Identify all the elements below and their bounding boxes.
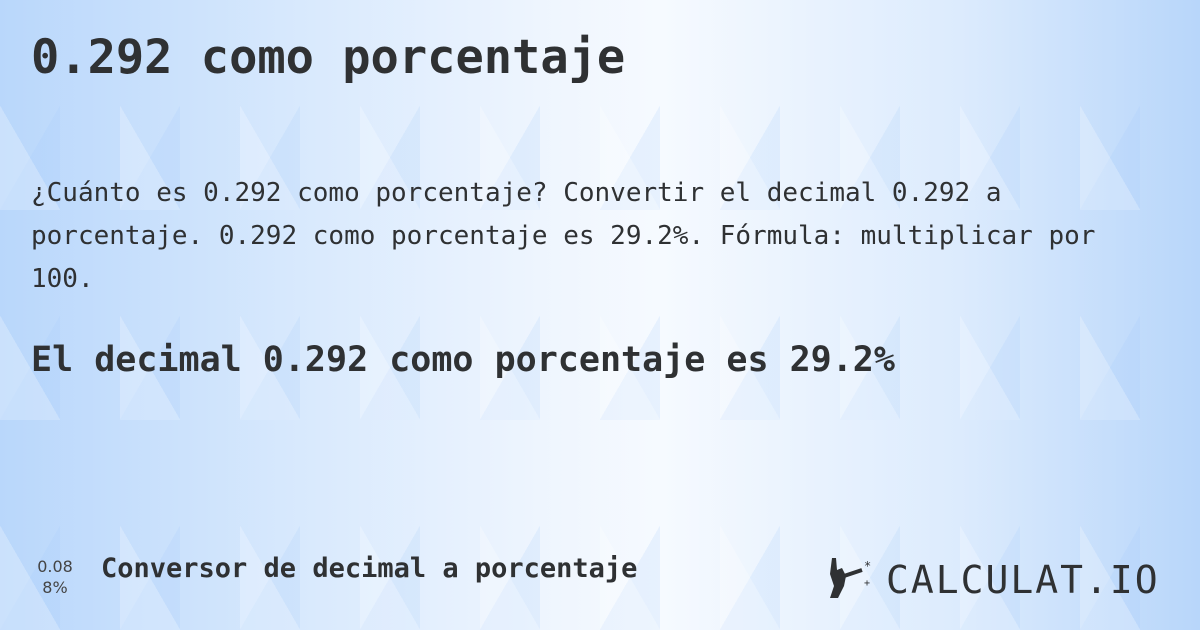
badge-percent: 8% <box>42 578 68 597</box>
hand-wand-icon: * + <box>828 556 878 604</box>
answer: El decimal 0.292 como porcentaje es 29.2… <box>31 340 895 380</box>
svg-text:+: + <box>864 578 870 589</box>
calculat-logo[interactable]: * + CALCULAT.IO <box>828 556 1160 604</box>
converter-badge: 0.08 8% <box>30 556 80 598</box>
page-title: 0.292 como porcentaje <box>31 30 626 85</box>
svg-text:*: * <box>864 559 871 573</box>
converter-link[interactable]: Conversor de decimal a porcentaje <box>101 553 638 584</box>
badge-decimal: 0.08 <box>37 557 73 576</box>
logo-text: CALCULAT.IO <box>886 558 1160 602</box>
description: ¿Cuánto es 0.292 como porcentaje? Conver… <box>31 178 1096 294</box>
